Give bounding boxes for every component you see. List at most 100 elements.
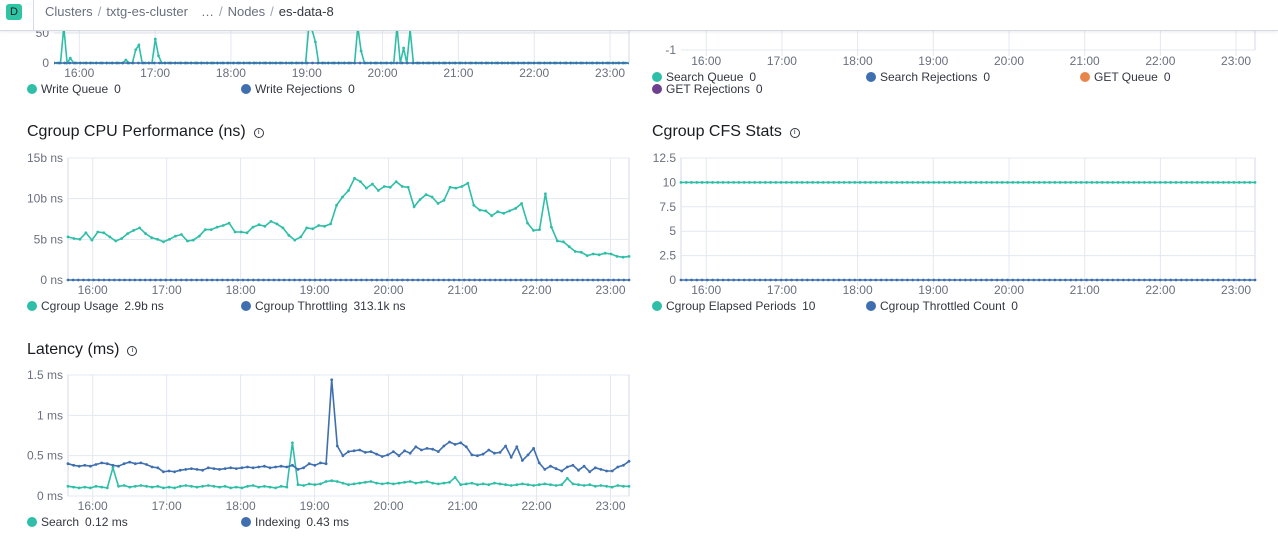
data-point xyxy=(66,278,70,282)
data-point xyxy=(337,61,341,65)
data-point xyxy=(705,278,709,282)
legend-cgroup-usage[interactable]: Cgroup Usage 2.9b ns xyxy=(27,299,164,313)
data-point xyxy=(763,181,767,184)
breadcrumb-separator: / xyxy=(218,4,223,19)
data-point xyxy=(432,61,436,65)
x-tick-label: 21:00 xyxy=(443,66,473,80)
data-point xyxy=(753,278,757,282)
legend-value: 0.12 ms xyxy=(85,515,128,529)
info-icon[interactable]: i xyxy=(789,128,800,138)
x-tick-label: 22:00 xyxy=(519,66,549,80)
data-point xyxy=(400,185,404,188)
legend-dot xyxy=(241,517,251,527)
cgroup-cpu-chart: 15b ns 10b ns 5b ns 0 ns 16:00 17:00 18:00 19:0… xyxy=(27,151,631,297)
data-point xyxy=(853,278,857,282)
legend-cgroup-throttling[interactable]: Cgroup Throttling 313.1k ns xyxy=(241,299,406,313)
legend-search-rejections[interactable]: Search Rejections 0 xyxy=(866,70,990,84)
data-point xyxy=(195,485,199,489)
data-point xyxy=(89,464,92,468)
data-point xyxy=(858,181,862,184)
data-point xyxy=(560,483,564,487)
data-point xyxy=(448,61,451,65)
legend-search-queue[interactable]: Search Queue 0 xyxy=(652,70,756,84)
data-point xyxy=(150,485,154,489)
data-point xyxy=(137,61,140,65)
legend-write-queue[interactable]: Write Queue 0 xyxy=(27,82,121,96)
data-point xyxy=(790,278,793,282)
data-point xyxy=(210,278,214,282)
y-tick-label: 0 ns xyxy=(40,273,63,287)
data-point xyxy=(344,278,348,282)
data-point xyxy=(163,61,167,65)
data-point xyxy=(483,278,487,282)
legend-value: 0 xyxy=(1011,299,1018,313)
legend-cgroup-elapsed-periods[interactable]: Cgroup Elapsed Periods 10 xyxy=(652,299,815,313)
data-point xyxy=(102,231,106,235)
data-point xyxy=(437,61,441,65)
data-point xyxy=(953,278,957,282)
info-icon[interactable]: i xyxy=(253,128,264,138)
data-point xyxy=(601,278,605,282)
data-point xyxy=(363,480,367,484)
data-point xyxy=(369,480,373,483)
legend-write-rejections[interactable]: Write Rejections 0 xyxy=(241,82,355,96)
data-point xyxy=(412,205,416,209)
data-point xyxy=(586,278,590,282)
data-point xyxy=(979,278,983,282)
breadcrumb: Clusters / txtg-es-cluster … / Nodes / es-data-… xyxy=(45,4,334,19)
data-point xyxy=(470,453,474,457)
data-point xyxy=(360,278,363,282)
data-point xyxy=(313,483,317,487)
data-point xyxy=(221,278,224,282)
data-point xyxy=(753,181,757,184)
data-point xyxy=(885,278,888,282)
data-point xyxy=(1074,278,1078,282)
data-point xyxy=(341,481,345,485)
data-point xyxy=(509,278,512,282)
data-point xyxy=(209,228,213,231)
data-point xyxy=(73,61,77,65)
data-point xyxy=(591,252,595,256)
space-avatar[interactable]: D xyxy=(6,4,22,20)
legend-get-queue[interactable]: GET Queue 0 xyxy=(1080,70,1171,84)
breadcrumb-collapsed[interactable]: … xyxy=(200,4,214,19)
data-point xyxy=(816,181,820,184)
data-point xyxy=(173,486,177,490)
data-point xyxy=(921,278,925,282)
data-point xyxy=(1037,181,1041,184)
data-point xyxy=(1153,181,1157,184)
data-point xyxy=(495,61,499,65)
breadcrumb-clusters[interactable]: Clusters xyxy=(45,4,93,19)
data-point xyxy=(795,278,799,282)
data-point xyxy=(296,483,300,487)
data-point xyxy=(385,278,389,282)
data-point xyxy=(567,245,571,249)
breadcrumb-cluster[interactable]: txtg-es-cluster xyxy=(106,4,188,19)
data-point xyxy=(379,61,383,65)
breadcrumb-nodes[interactable]: Nodes xyxy=(227,4,266,19)
data-point xyxy=(837,278,841,282)
data-point xyxy=(774,181,778,184)
data-point xyxy=(842,181,846,184)
data-point xyxy=(386,453,390,457)
data-point xyxy=(848,181,851,184)
data-point xyxy=(257,223,261,227)
data-point xyxy=(532,61,536,65)
data-point xyxy=(969,278,972,282)
data-point xyxy=(242,61,246,65)
info-icon[interactable]: i xyxy=(127,346,138,356)
data-point xyxy=(540,278,543,282)
data-point xyxy=(334,278,337,282)
data-point xyxy=(72,463,75,467)
data-point xyxy=(606,61,610,65)
legend-cgroup-throttled-count[interactable]: Cgroup Throttled Count 0 xyxy=(866,299,1018,313)
legend-label: Cgroup Throttling xyxy=(255,299,348,313)
legend-get-rejections[interactable]: GET Rejections 0 xyxy=(652,82,763,96)
data-point xyxy=(148,278,152,282)
data-point xyxy=(180,233,183,236)
legend-search-latency[interactable]: Search 0.12 ms xyxy=(27,515,128,529)
data-point xyxy=(554,484,558,487)
data-point xyxy=(1248,278,1252,282)
legend-indexing-latency[interactable]: Indexing 0.43 ms xyxy=(241,515,349,529)
data-point xyxy=(251,484,255,487)
